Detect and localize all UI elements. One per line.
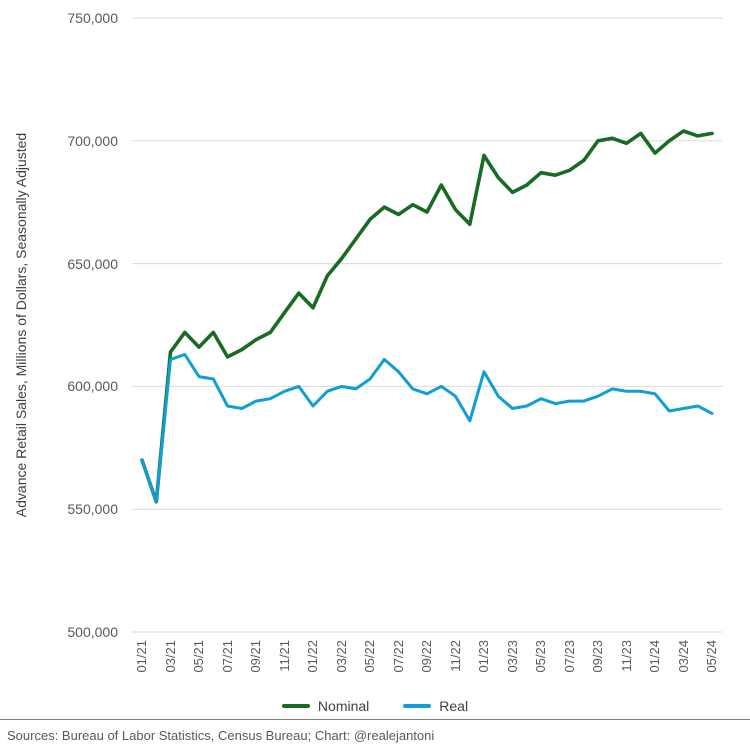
y-tick-label: 550,000	[67, 501, 118, 518]
sources-text: Sources: Bureau of Labor Statistics, Cen…	[7, 728, 435, 743]
x-tick-label: 07/23	[561, 640, 577, 673]
x-tick-label: 09/21	[248, 640, 263, 673]
legend-label-nominal: Nominal	[317, 698, 370, 714]
series-line-nominal	[140, 129, 714, 504]
legend-item-nominal: Nominal	[281, 698, 370, 714]
x-tick-label: 01/21	[134, 640, 149, 673]
x-tick-label: 03/22	[333, 640, 349, 673]
x-tick-label: 05/24	[704, 640, 719, 673]
x-tick-label: 01/24	[647, 640, 662, 673]
y-tick-label: 750,000	[67, 10, 118, 26]
x-tick-label: 09/23	[590, 640, 605, 673]
x-tick-label: 05/23	[533, 640, 548, 673]
y-tick-label: 500,000	[67, 624, 118, 640]
x-tick-label: 03/23	[504, 640, 520, 673]
x-tick-label: 11/22	[447, 640, 463, 672]
x-tick-label: 01/23	[476, 640, 491, 673]
x-tick-label: 03/24	[675, 640, 691, 673]
y-tick-label: 600,000	[67, 378, 118, 395]
legend-item-real: Real	[403, 698, 468, 714]
y-axis-title: Advance Retail Sales, Millions of Dollar…	[13, 132, 29, 518]
series-line-real	[140, 353, 714, 504]
x-tick-label: 05/22	[362, 640, 377, 673]
x-tick-label: 01/22	[305, 640, 320, 673]
x-tick-label: 05/21	[191, 640, 206, 673]
x-tick-label: 11/23	[618, 640, 634, 672]
nominal-line-swatch	[281, 704, 310, 708]
footer-divider	[0, 719, 750, 720]
x-tick-label: 07/22	[390, 640, 406, 673]
plot-area	[132, 17, 722, 633]
x-tick-label: 03/21	[162, 640, 178, 673]
x-tick-label: 07/21	[219, 640, 235, 673]
real-line-swatch	[403, 704, 432, 708]
x-tick-label: 09/22	[419, 640, 434, 673]
legend: Nominal Real	[0, 698, 750, 714]
y-tick-label: 700,000	[67, 132, 118, 149]
legend-label-real: Real	[439, 698, 469, 714]
y-tick-label: 650,000	[67, 255, 118, 272]
x-tick-label: 11/21	[276, 640, 292, 672]
